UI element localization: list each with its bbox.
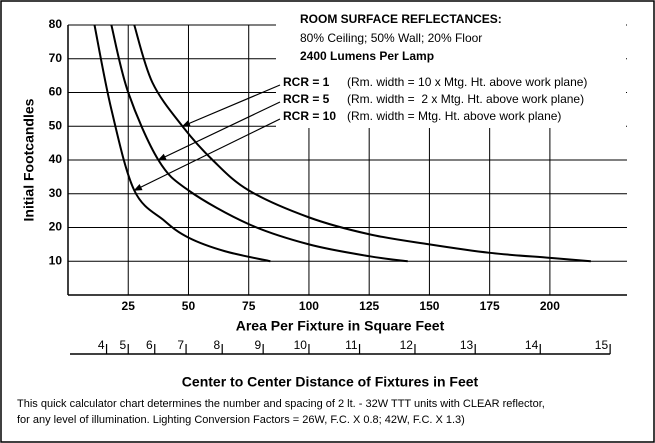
x2-tick-label: 7	[177, 338, 184, 352]
curve	[110, 24, 408, 263]
arrow	[181, 84, 281, 127]
y-tick-label: 10	[49, 253, 63, 267]
subtitle: 80% Ceiling; 50% Wall; 20% Floor	[300, 31, 482, 45]
text-backing	[276, 10, 626, 128]
curve	[93, 24, 271, 263]
y-tick-label: 70	[49, 51, 63, 65]
curve	[133, 24, 591, 263]
x2-tick-label: 13	[460, 338, 474, 352]
y-tick-label: 20	[49, 220, 63, 234]
x-tick-label: 200	[540, 299, 560, 313]
x-tick-label: 75	[242, 299, 256, 313]
x-tick-label: 125	[359, 299, 379, 313]
x-tick-label: 150	[419, 299, 439, 313]
footnote: for any level of illumination. Lighting …	[17, 414, 465, 426]
arrow	[133, 118, 281, 191]
series-label: RCR = 1	[283, 75, 330, 89]
series-label: RCR = 5	[283, 92, 330, 106]
x-tick-label: 175	[480, 299, 500, 313]
x2-tick-label: 15	[595, 338, 609, 352]
x2-tick-label: 9	[254, 338, 261, 352]
x2-tick-label: 12	[400, 338, 414, 352]
x-axis-title: Area Per Fixture in Square Feet	[236, 318, 445, 334]
y-tick-label: 30	[49, 186, 63, 200]
x-tick-label: 50	[182, 299, 196, 313]
arrow	[157, 101, 281, 161]
note: 2400 Lumens Per Lamp	[300, 49, 434, 63]
series-description: (Rm. width = Mtg. Ht. above work plane)	[347, 109, 561, 123]
series-description: (Rm. width = 10 x Mtg. Ht. above work pl…	[347, 75, 587, 89]
x2-axis-title: Center to Center Distance of Fixtures in…	[182, 374, 479, 390]
x-tick-label: 25	[122, 299, 136, 313]
footnote: This quick calculator chart determines t…	[17, 398, 545, 410]
y-axis-title: Initial Footcandles	[21, 98, 37, 221]
x-tick-label: 100	[299, 299, 319, 313]
x2-tick-label: 10	[294, 338, 308, 352]
title: ROOM SURFACE REFLECTANCES:	[300, 12, 502, 26]
series-description: (Rm. width = 2 x Mtg. Ht. above work pla…	[347, 92, 584, 106]
y-tick-label: 80	[49, 17, 63, 31]
series-label: RCR = 10	[283, 109, 336, 123]
x2-tick-label: 4	[98, 338, 105, 352]
x2-tick-label: 8	[214, 338, 221, 352]
y-tick-label: 40	[49, 152, 63, 166]
x2-tick-label: 5	[120, 338, 127, 352]
y-tick-label: 50	[49, 118, 63, 132]
x2-tick-label: 6	[146, 338, 153, 352]
x2-tick-label: 14	[525, 338, 539, 352]
y-tick-label: 60	[49, 85, 63, 99]
x2-tick-label: 11	[345, 338, 358, 352]
